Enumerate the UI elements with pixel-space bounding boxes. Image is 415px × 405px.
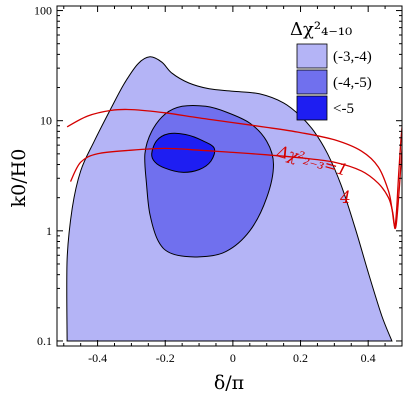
contour-regions xyxy=(66,56,393,342)
x-axis-title: δ/π xyxy=(214,372,244,394)
plot-frame xyxy=(56,5,403,347)
legend-swatch-3 xyxy=(296,95,328,121)
x-tick-label: 0.4 xyxy=(361,351,376,365)
x-tick-label: 0 xyxy=(230,351,236,365)
y-tick-label: 100 xyxy=(34,4,52,18)
axis-ticks: -0.4 -0.2 0 0.2 0.4 0.1 1 10 100 xyxy=(34,4,403,365)
curve-2 xyxy=(69,138,402,230)
legend-swatch-2 xyxy=(296,69,328,95)
y-tick-label: 10 xyxy=(40,114,52,128)
y-axis-title: k0/H0 xyxy=(8,149,30,208)
legend-title: Δχ²₄₋₁₀ xyxy=(290,19,352,40)
x-tick-label: -0.2 xyxy=(156,351,175,365)
legend-label-3: <-5 xyxy=(333,101,354,117)
delta-chi2-curves xyxy=(66,108,402,230)
x-tick-label: -0.4 xyxy=(88,351,107,365)
region-3 xyxy=(151,132,216,173)
y-tick-label: 1 xyxy=(46,224,52,238)
curve-label-2: 4 xyxy=(339,188,351,208)
legend-swatch-1 xyxy=(296,43,328,69)
curve-1 xyxy=(66,108,402,227)
x-tick-label: 0.2 xyxy=(293,351,308,365)
legend: Δχ²₄₋₁₀ (-3,-4) (-4,-5) <-5 xyxy=(290,19,372,121)
legend-label-1: (-3,-4) xyxy=(333,49,372,65)
y-tick-label: 0.1 xyxy=(37,334,52,348)
legend-label-2: (-4,-5) xyxy=(333,75,372,91)
